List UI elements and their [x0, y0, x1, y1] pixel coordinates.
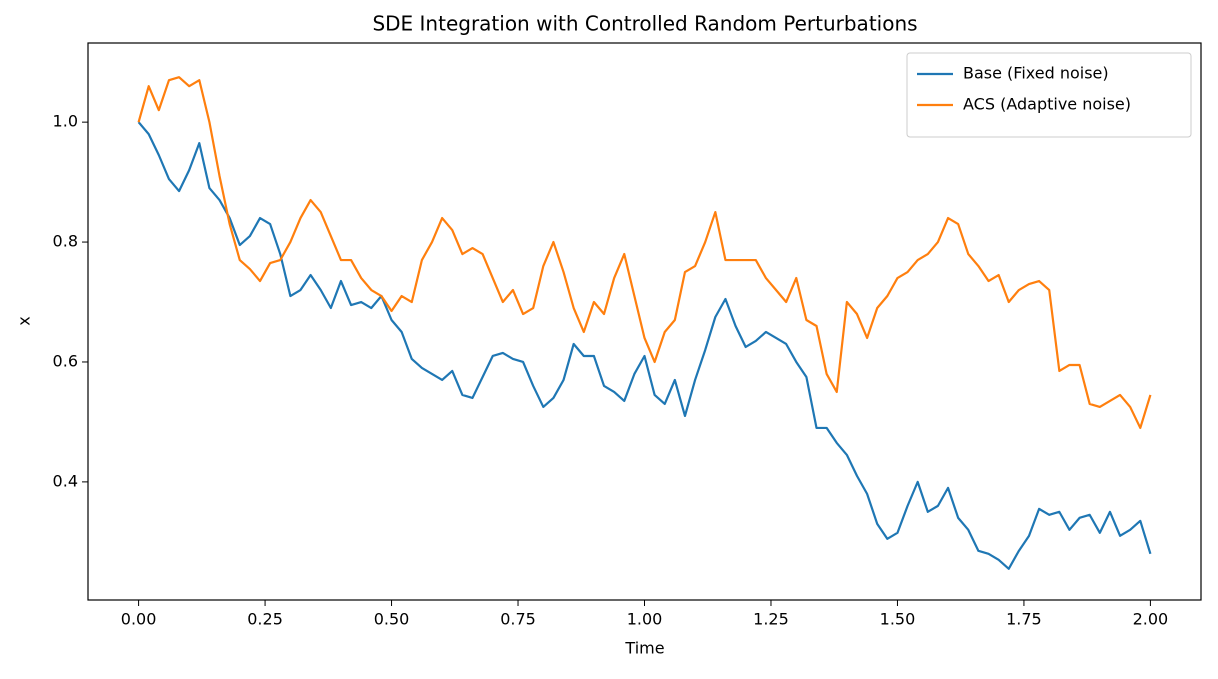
y-tick-label: 1.0 [53, 112, 78, 131]
x-tick-label: 0.00 [121, 610, 157, 629]
legend-box [906, 52, 1192, 138]
axes-frame [87, 42, 1202, 601]
x-tick-label: 0.50 [374, 610, 410, 629]
series-line [137, 76, 1152, 430]
x-axis-label: Time [624, 639, 664, 658]
y-axis-label: x [15, 316, 34, 325]
x-tick-label: 0.75 [500, 610, 536, 629]
y-tick-label: 0.8 [53, 232, 78, 251]
x-tick-label: 1.50 [880, 610, 916, 629]
x-tick-label: 0.25 [247, 610, 283, 629]
x-tick-label: 2.00 [1133, 610, 1169, 629]
chart-title: SDE Integration with Controlled Random P… [372, 12, 917, 36]
legend-label: ACS (Adaptive noise) [963, 95, 1131, 114]
legend-label: Base (Fixed noise) [963, 64, 1109, 83]
y-tick-label: 0.6 [53, 351, 78, 370]
x-tick-label: 1.75 [1006, 610, 1042, 629]
x-tick-label: 1.25 [753, 610, 789, 629]
y-tick-label: 0.4 [53, 471, 78, 490]
x-tick-label: 1.00 [627, 610, 663, 629]
series-line [137, 121, 1152, 570]
